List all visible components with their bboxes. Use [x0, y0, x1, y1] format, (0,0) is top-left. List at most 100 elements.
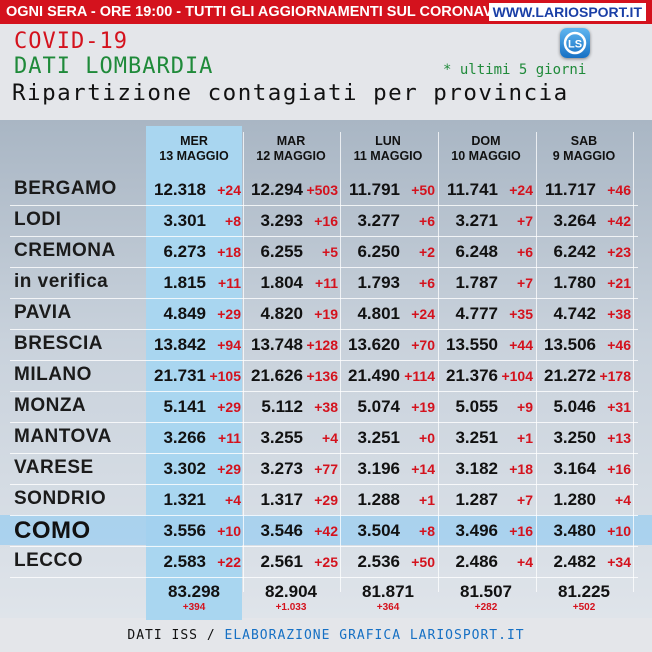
- cases-increase: +4: [225, 492, 241, 508]
- banner-site-link[interactable]: WWW.LARIOSPORT.IT: [488, 3, 646, 21]
- title-covid: COVID-19: [14, 29, 128, 54]
- province-name: VARESE: [14, 457, 94, 478]
- cases-increase: +10: [607, 523, 631, 539]
- cases-increase: +4: [517, 554, 533, 570]
- cases-increase: +31: [607, 399, 631, 415]
- column-day: MER: [180, 134, 208, 148]
- cases-value: 5.074: [357, 397, 400, 416]
- cases-increase: +136: [306, 368, 338, 384]
- cases-value: 2.583: [163, 552, 206, 571]
- cases-increase: +105: [209, 368, 241, 384]
- cases-value: 3.182: [455, 459, 498, 478]
- total-value: 81.507: [460, 582, 512, 601]
- cases-increase: +70: [411, 337, 435, 353]
- cases-increase: +128: [306, 337, 338, 353]
- cases-value: 13.620: [348, 335, 400, 354]
- cases-increase: +42: [314, 523, 338, 539]
- cases-value: 12.318: [154, 180, 206, 199]
- cases-increase: +29: [217, 461, 241, 477]
- cases-increase: +6: [419, 213, 435, 229]
- cases-value: 3.277: [357, 211, 400, 230]
- cases-increase: +503: [306, 182, 338, 198]
- province-name: MONZA: [14, 395, 87, 416]
- cases-value: 4.849: [163, 304, 206, 323]
- total-increase: +1.033: [275, 602, 307, 613]
- cases-value: 3.255: [260, 428, 303, 447]
- cases-increase: +2: [419, 244, 435, 260]
- cases-increase: +19: [411, 399, 435, 415]
- cases-increase: +6: [517, 244, 533, 260]
- cases-increase: +19: [314, 306, 338, 322]
- cases-increase: +11: [218, 430, 241, 446]
- footer: DATI ISS / ELABORAZIONE GRAFICA LARIOSPO…: [0, 628, 652, 643]
- cases-increase: +5: [322, 244, 338, 260]
- province-name: LODI: [14, 209, 62, 230]
- cases-increase: +8: [419, 523, 435, 539]
- cases-increase: +44: [509, 337, 533, 353]
- cases-value: 3.496: [455, 521, 498, 540]
- column-separator: [633, 132, 634, 592]
- cases-value: 2.486: [455, 552, 498, 571]
- banner-text: OGNI SERA - ORE 19:00 - TUTTI GLI AGGIOR…: [6, 4, 537, 20]
- column-separator: [536, 132, 537, 592]
- column-header: SAB 9 MAGGIO: [536, 134, 632, 164]
- cases-increase: +18: [217, 244, 241, 260]
- cases-value: 2.561: [260, 552, 303, 571]
- cases-value: 13.748: [251, 335, 303, 354]
- cases-increase: +14: [411, 461, 435, 477]
- cases-value: 6.273: [163, 242, 206, 261]
- cases-increase: +50: [411, 554, 435, 570]
- cases-increase: +7: [517, 492, 533, 508]
- cases-value: 11.741: [446, 180, 498, 199]
- cases-value: 3.164: [553, 459, 596, 478]
- column-day: LUN: [375, 134, 401, 148]
- column-separator: [340, 132, 341, 592]
- cases-value: 21.731: [154, 366, 206, 385]
- cases-increase: +29: [217, 399, 241, 415]
- column-date: 9 MAGGIO: [552, 149, 616, 163]
- column-date: 11 MAGGIO: [353, 149, 423, 163]
- cases-value: 3.273: [260, 459, 303, 478]
- total-value: 83.298: [168, 582, 220, 601]
- cases-increase: +24: [509, 182, 533, 198]
- cases-value: 1.815: [163, 273, 206, 292]
- cases-increase: +46: [607, 182, 631, 198]
- cases-increase: +34: [607, 554, 631, 570]
- cases-increase: +22: [217, 554, 241, 570]
- province-name: MANTOVA: [14, 426, 112, 447]
- cases-increase: +8: [225, 213, 241, 229]
- cases-value: 1.321: [163, 490, 206, 509]
- column-header: DOM 10 MAGGIO: [438, 134, 534, 164]
- cases-value: 4.801: [357, 304, 400, 323]
- cases-value: 3.196: [357, 459, 400, 478]
- cases-value: 13.506: [544, 335, 596, 354]
- cases-increase: +38: [314, 399, 338, 415]
- cases-value: 3.293: [260, 211, 303, 230]
- cases-value: 11.717: [544, 180, 596, 199]
- cases-value: 1.287: [455, 490, 498, 509]
- cases-value: 21.376: [446, 366, 498, 385]
- province-name: LECCO: [14, 550, 83, 571]
- cases-increase: +10: [217, 523, 241, 539]
- cases-increase: +1: [517, 430, 533, 446]
- province-name: BERGAMO: [14, 178, 117, 199]
- cases-increase: +94: [217, 337, 241, 353]
- cases-value: 1.793: [357, 273, 400, 292]
- cases-value: 12.294: [251, 180, 303, 199]
- cases-value: 4.820: [260, 304, 303, 323]
- cases-increase: +50: [411, 182, 435, 198]
- column-day: SAB: [570, 134, 598, 148]
- cases-value: 5.141: [163, 397, 206, 416]
- cases-value: 2.482: [553, 552, 596, 571]
- row-separator: [10, 453, 638, 454]
- row-separator: [10, 267, 638, 268]
- column-day: DOM: [471, 134, 501, 148]
- footer-source: DATI ISS /: [127, 628, 216, 643]
- cases-increase: +6: [419, 275, 435, 291]
- row-separator: [10, 546, 638, 547]
- cases-increase: +178: [599, 368, 631, 384]
- cases-value: 3.266: [163, 428, 206, 447]
- highlight-row: [0, 515, 652, 545]
- lariosport-logo-icon: LS: [560, 28, 590, 58]
- cases-value: 6.255: [260, 242, 303, 261]
